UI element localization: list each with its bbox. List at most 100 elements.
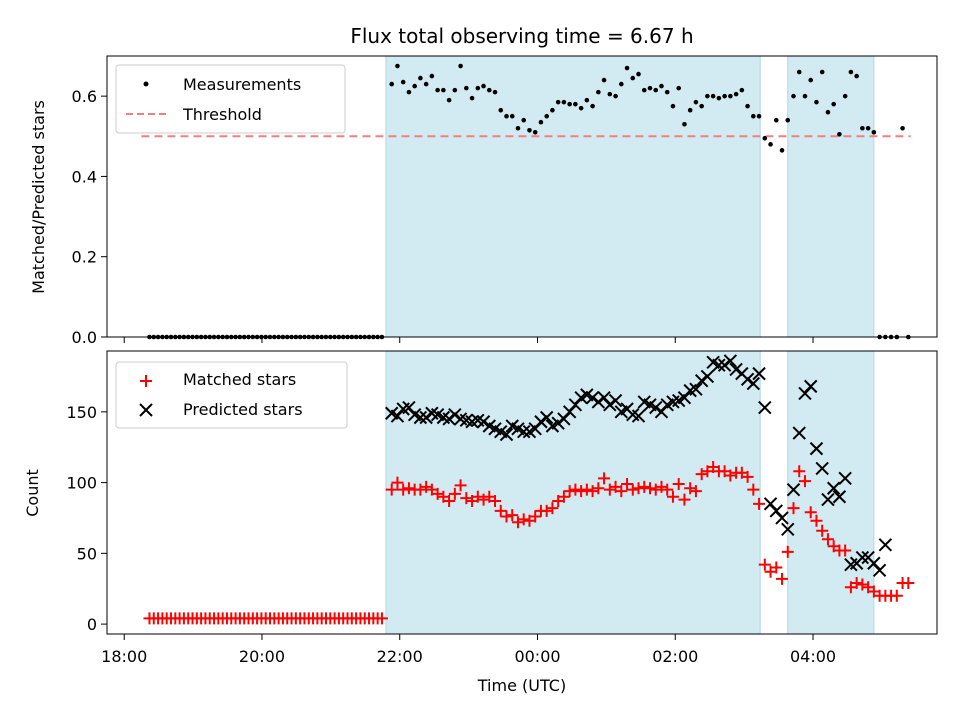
matched-star-point — [431, 487, 444, 500]
measurement-point — [630, 75, 636, 81]
predicted-star-point — [442, 412, 456, 426]
x-tick-label: 22:00 — [377, 647, 423, 666]
matched-star-point — [649, 483, 662, 496]
predicted-star-point — [448, 407, 462, 422]
matched-star-point — [391, 476, 404, 489]
x-axis-label: Time (UTC) — [477, 676, 566, 695]
predicted-star-point — [826, 481, 841, 495]
legend-predicted-label: Predicted stars — [183, 400, 303, 419]
star-count-panel: 0 50 100 150 18:00 20:00 22:00 00:00 02:00 04:00… — [23, 350, 938, 695]
predicted-star-point — [649, 400, 663, 415]
top-x-ticks — [123, 337, 814, 343]
measurement-point — [469, 95, 475, 101]
observing-intervals — [385, 55, 875, 338]
top-legend: Measurements Threshold — [115, 64, 346, 134]
measurement-point — [481, 83, 486, 89]
measurement-point — [504, 113, 509, 119]
x-tick-label: 20:00 — [239, 647, 285, 666]
predicted-star-point — [694, 374, 709, 388]
y-tick-label: 0.4 — [72, 167, 97, 186]
measurement-point — [613, 93, 618, 99]
matched-star-point — [575, 485, 588, 498]
matched-star-point — [506, 509, 519, 522]
measurement-point — [837, 131, 842, 137]
predicted-star-point — [551, 416, 565, 430]
measurement-point — [791, 93, 796, 99]
measurement-point — [527, 127, 532, 133]
matched-star-point — [454, 479, 467, 492]
matched-star-point — [598, 472, 611, 485]
measurement-point — [716, 95, 722, 101]
matched-star-point — [615, 485, 628, 498]
matched-star-point — [776, 572, 789, 585]
measurement-point — [739, 87, 745, 93]
measurement-point — [900, 125, 905, 131]
measurement-point — [779, 148, 785, 153]
matched-star-point — [500, 510, 513, 523]
measurement-point — [400, 79, 406, 85]
measurement-point — [831, 101, 836, 107]
matched-star-point — [793, 465, 806, 478]
predicted-star-point — [740, 372, 755, 387]
bottom-legend: Matched stars Predicted stars — [115, 361, 348, 429]
x-tick-label: 04:00 — [790, 647, 836, 666]
predicted-star-point — [700, 369, 715, 384]
measurement-point — [785, 117, 791, 123]
predicted-star-point — [838, 471, 852, 486]
matched-star-point — [489, 494, 502, 507]
top-y-ticks: 0.0 0.2 0.4 0.6 — [72, 87, 107, 347]
measurement-point — [446, 97, 452, 103]
measurement-point — [544, 113, 549, 119]
predicted-star-point — [585, 390, 600, 405]
measurement-point — [590, 103, 595, 109]
matched-star-point — [644, 482, 657, 495]
matched-star-point — [741, 470, 754, 483]
flux-ratio-panel: Flux total observing time = 6.67 h 0.00.… — [29, 24, 938, 347]
measurement-point — [860, 125, 865, 131]
matched-star-point — [638, 480, 651, 493]
measurement-point — [561, 99, 567, 105]
measurement-point — [745, 103, 750, 109]
observing-interval-shade — [787, 55, 875, 338]
predicted-star-point — [878, 538, 893, 552]
predicted-star-point — [758, 400, 772, 415]
matched-star-point — [684, 482, 697, 495]
top-axes-frame — [106, 55, 938, 338]
y-tick-label: 100 — [66, 474, 97, 493]
matched-star-point — [810, 514, 823, 527]
legend-threshold-label: Threshold — [182, 105, 262, 124]
predicted-star-point — [729, 362, 743, 377]
matched-star-point — [798, 475, 811, 488]
measurement-point — [601, 77, 607, 83]
matched-star-point — [621, 478, 634, 491]
measurement-point — [578, 105, 584, 111]
y-tick-label: 0.6 — [72, 87, 97, 106]
legend-matched-marker — [140, 375, 152, 387]
measurement-point — [871, 129, 877, 135]
measurement-point — [819, 69, 825, 75]
matched-star-points — [385, 461, 915, 602]
matched-star-point — [397, 483, 410, 496]
matched-star-point — [672, 478, 685, 491]
matched-star-point — [460, 492, 473, 505]
measurement-point — [509, 113, 515, 119]
y-tick-label: 0.2 — [72, 248, 97, 267]
matched-star-point — [666, 490, 679, 503]
measurement-point — [768, 142, 773, 147]
y-tick-label: 0 — [87, 615, 97, 634]
predicted-star-point — [413, 410, 428, 425]
predicted-star-point — [746, 376, 761, 391]
measurement-point — [441, 87, 446, 93]
measurement-point — [492, 89, 498, 95]
measurement-point — [705, 93, 710, 99]
predicted-star-point — [631, 409, 646, 423]
measurement-point — [676, 85, 682, 91]
matched-star-point — [856, 578, 869, 591]
measurement-point — [751, 113, 756, 119]
matched-star-point — [443, 494, 456, 507]
chart-title: Flux total observing time = 6.67 h — [350, 24, 693, 48]
measurement-point — [486, 87, 492, 93]
measurement-point — [584, 97, 590, 103]
matched-star-point — [850, 577, 863, 590]
measurement-point — [452, 87, 458, 93]
